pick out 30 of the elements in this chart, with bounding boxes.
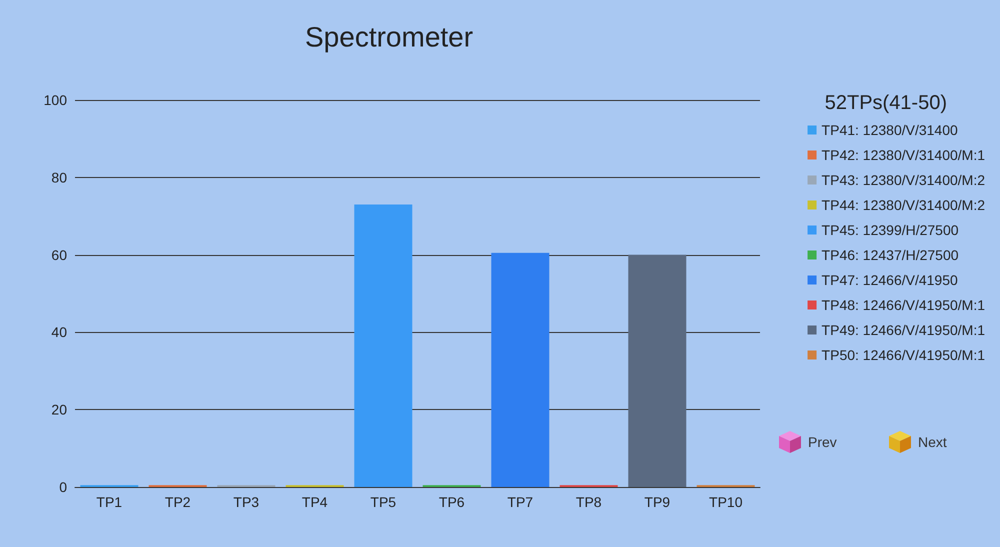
x-tick-label: TP6: [438, 494, 465, 510]
x-tick-label: TP2: [164, 494, 191, 510]
legend-label: TP50: 12466/V/41950/M:1: [822, 347, 986, 363]
legend-label: TP43: 12380/V/31400/M:2: [822, 172, 986, 188]
x-tick-label: TP1: [96, 494, 122, 510]
y-tick-label: 100: [44, 92, 68, 108]
legend-label: TP41: 12380/V/31400: [822, 122, 958, 138]
y-tick-label: 40: [51, 324, 68, 340]
legend-label: TP44: 12380/V/31400/M:2: [822, 197, 986, 213]
legend-label: TP47: 12466/V/41950: [822, 272, 958, 288]
y-tick-label: 60: [51, 246, 68, 263]
legend-label: TP48: 12466/V/41950/M:1: [822, 297, 986, 313]
legend-label: TP46: 12437/H/27500: [822, 247, 959, 263]
chart-title: Spectrometer: [305, 22, 474, 52]
text: Next: [918, 434, 947, 450]
legend-label: TP49: 12466/V/41950/M:1: [822, 322, 986, 338]
x-tick-label: TP4: [302, 494, 328, 510]
x-tick-label: TP3: [233, 494, 260, 510]
x-tick-label: TP8: [576, 494, 602, 510]
x-tick-label: TP7: [507, 494, 534, 510]
text: 52TPs(41-50): [824, 92, 948, 114]
x-tick-label: TP10: [709, 494, 743, 510]
y-tick-label: 0: [59, 479, 68, 495]
y-tick-label: 20: [51, 402, 68, 418]
legend-label: TP42: 12380/V/31400/M:1: [822, 147, 986, 163]
text: Prev: [808, 434, 837, 450]
x-tick-label: TP9: [644, 494, 670, 510]
legend-label: TP45: 12399/H/27500: [822, 222, 959, 238]
y-tick-label: 80: [51, 169, 68, 186]
x-tick-label: TP5: [370, 494, 396, 510]
